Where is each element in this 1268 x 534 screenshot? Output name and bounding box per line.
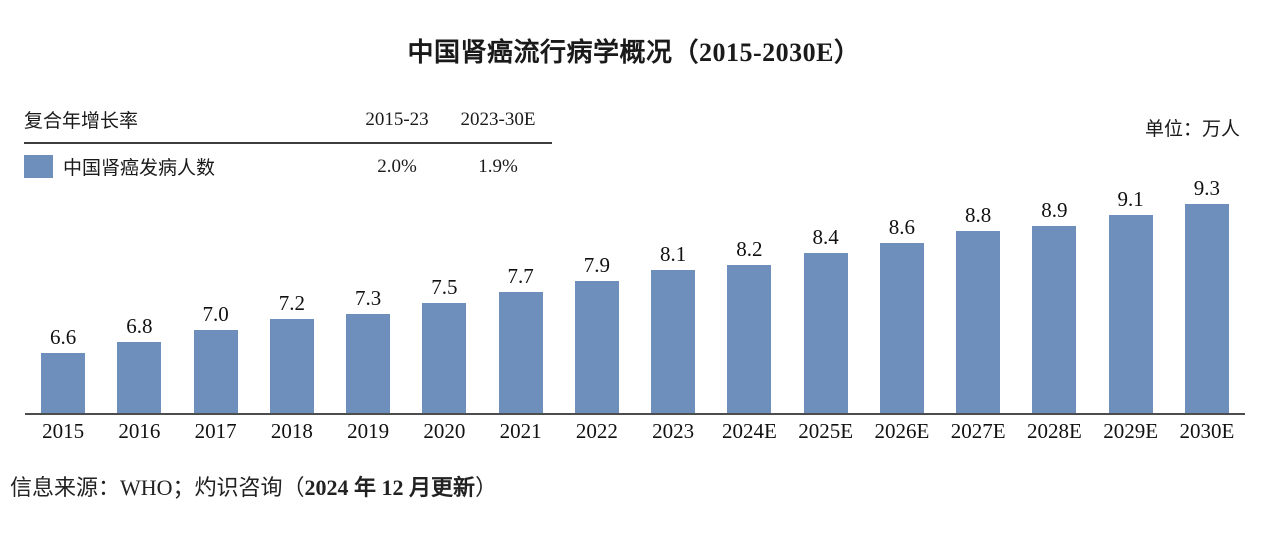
bar-plot-area: 6.6 6.8 7.0 7.2 7.3 7.5 7.7 7.9 8.1 8.2 8.4 8.6 8.8 8…	[25, 151, 1245, 415]
cagr-period1-header: 2015-23	[365, 108, 429, 130]
x-axis-label: 2015	[42, 419, 85, 443]
bar-column: 8.6	[864, 215, 940, 413]
x-axis: 2015 2016 2017 2018 2019 2020 2021 2022 2023 2024…	[25, 419, 1245, 444]
x-axis-label: 2016	[118, 419, 161, 443]
series-legend-label: 中国肾癌发病人数	[63, 158, 216, 179]
x-axis-label: 2018	[270, 419, 313, 443]
chart-title: 中国肾癌流行病学概况（2015-2030E）	[407, 38, 861, 67]
cagr-period1-value: 2.0%	[377, 155, 417, 177]
bar-value-label: 8.4	[812, 225, 839, 249]
cagr-header-label: 复合年增长率	[24, 111, 139, 132]
x-axis-label: 2019	[347, 419, 390, 443]
bar-value-label: 6.8	[126, 314, 153, 338]
bar-column: 7.5	[406, 275, 482, 413]
cagr-period2-value: 1.9%	[478, 155, 518, 177]
x-axis-label: 2023	[652, 419, 695, 443]
cagr-data-row: 中国肾癌发病人数 2.0% 1.9%	[24, 144, 552, 180]
source-suffix: ）	[475, 475, 498, 500]
bar-column: 6.8	[101, 314, 177, 413]
bar	[117, 342, 162, 413]
bar-column: 7.2	[254, 291, 330, 413]
bar	[803, 253, 848, 413]
series-legend-item: 中国肾癌发病人数	[24, 153, 350, 180]
bar-value-label: 8.2	[736, 237, 763, 261]
unit-label: 单位：万人	[1144, 119, 1240, 140]
cagr-legend-table: 复合年增长率 2015-23 2023-30E 中国肾癌发病人数 2.0% 1.…	[24, 106, 552, 180]
bar	[651, 270, 696, 413]
bar-value-label: 9.3	[1193, 176, 1220, 200]
x-axis-label: 2025E	[798, 419, 854, 443]
bar	[727, 265, 772, 413]
bar	[1108, 215, 1153, 413]
cagr-period2-header: 2023-30E	[460, 108, 536, 130]
bar	[41, 353, 86, 413]
bar-value-label: 8.6	[888, 215, 915, 239]
bar-column: 9.1	[1093, 187, 1169, 413]
x-axis-label: 2022	[575, 419, 618, 443]
bar-value-label: 8.9	[1041, 198, 1068, 222]
bar-value-label: 7.3	[355, 286, 382, 310]
bar	[879, 243, 924, 413]
x-axis-label: 2028E	[1026, 419, 1082, 443]
x-axis-label: 2030E	[1179, 419, 1235, 443]
bar	[269, 319, 314, 413]
bar	[1184, 204, 1229, 413]
bar-column: 8.2	[711, 237, 787, 413]
bar-column: 8.8	[940, 203, 1016, 413]
bar-column: 9.3	[1169, 176, 1245, 413]
bar-value-label: 7.9	[583, 253, 610, 277]
bar-column: 7.3	[330, 286, 406, 413]
cagr-header-row: 复合年增长率 2015-23 2023-30E	[24, 106, 552, 144]
series-color-swatch	[24, 155, 53, 178]
bar-column: 8.9	[1016, 198, 1092, 413]
bar-value-label: 8.8	[965, 203, 992, 227]
bar	[193, 330, 238, 413]
source-prefix: 信息来源：WHO；灼识咨询（	[10, 475, 305, 500]
bar-column: 8.4	[788, 225, 864, 413]
bar-column: 6.6	[25, 325, 101, 413]
bar-column: 7.0	[178, 302, 254, 413]
bar	[498, 292, 543, 413]
bar	[574, 281, 619, 413]
bar-value-label: 8.1	[660, 242, 687, 266]
x-axis-label: 2017	[194, 419, 237, 443]
x-axis-label: 2020	[423, 419, 466, 443]
x-axis-label: 2026E	[874, 419, 930, 443]
x-axis-label: 2029E	[1103, 419, 1159, 443]
bar-column: 7.7	[483, 264, 559, 413]
source-update-date: 2024 年 12 月更新	[304, 475, 476, 500]
bar-value-label: 7.0	[202, 302, 229, 326]
bar-value-label: 9.1	[1117, 187, 1144, 211]
bar-value-label: 7.5	[431, 275, 458, 299]
bar-column: 7.9	[559, 253, 635, 413]
x-axis-label: 2027E	[950, 419, 1006, 443]
x-axis-label: 2021	[499, 419, 542, 443]
source-note: 信息来源：WHO；灼识咨询（2024 年 12 月更新）	[10, 470, 497, 502]
bar	[422, 303, 467, 413]
bar-value-label: 7.7	[507, 264, 534, 288]
bar-value-label: 7.2	[278, 291, 305, 315]
bar	[1032, 226, 1077, 413]
bar-value-label: 6.6	[50, 325, 77, 349]
bar	[346, 314, 391, 413]
x-axis-label: 2024E	[721, 419, 777, 443]
bar	[956, 231, 1001, 413]
bar-column: 8.1	[635, 242, 711, 413]
